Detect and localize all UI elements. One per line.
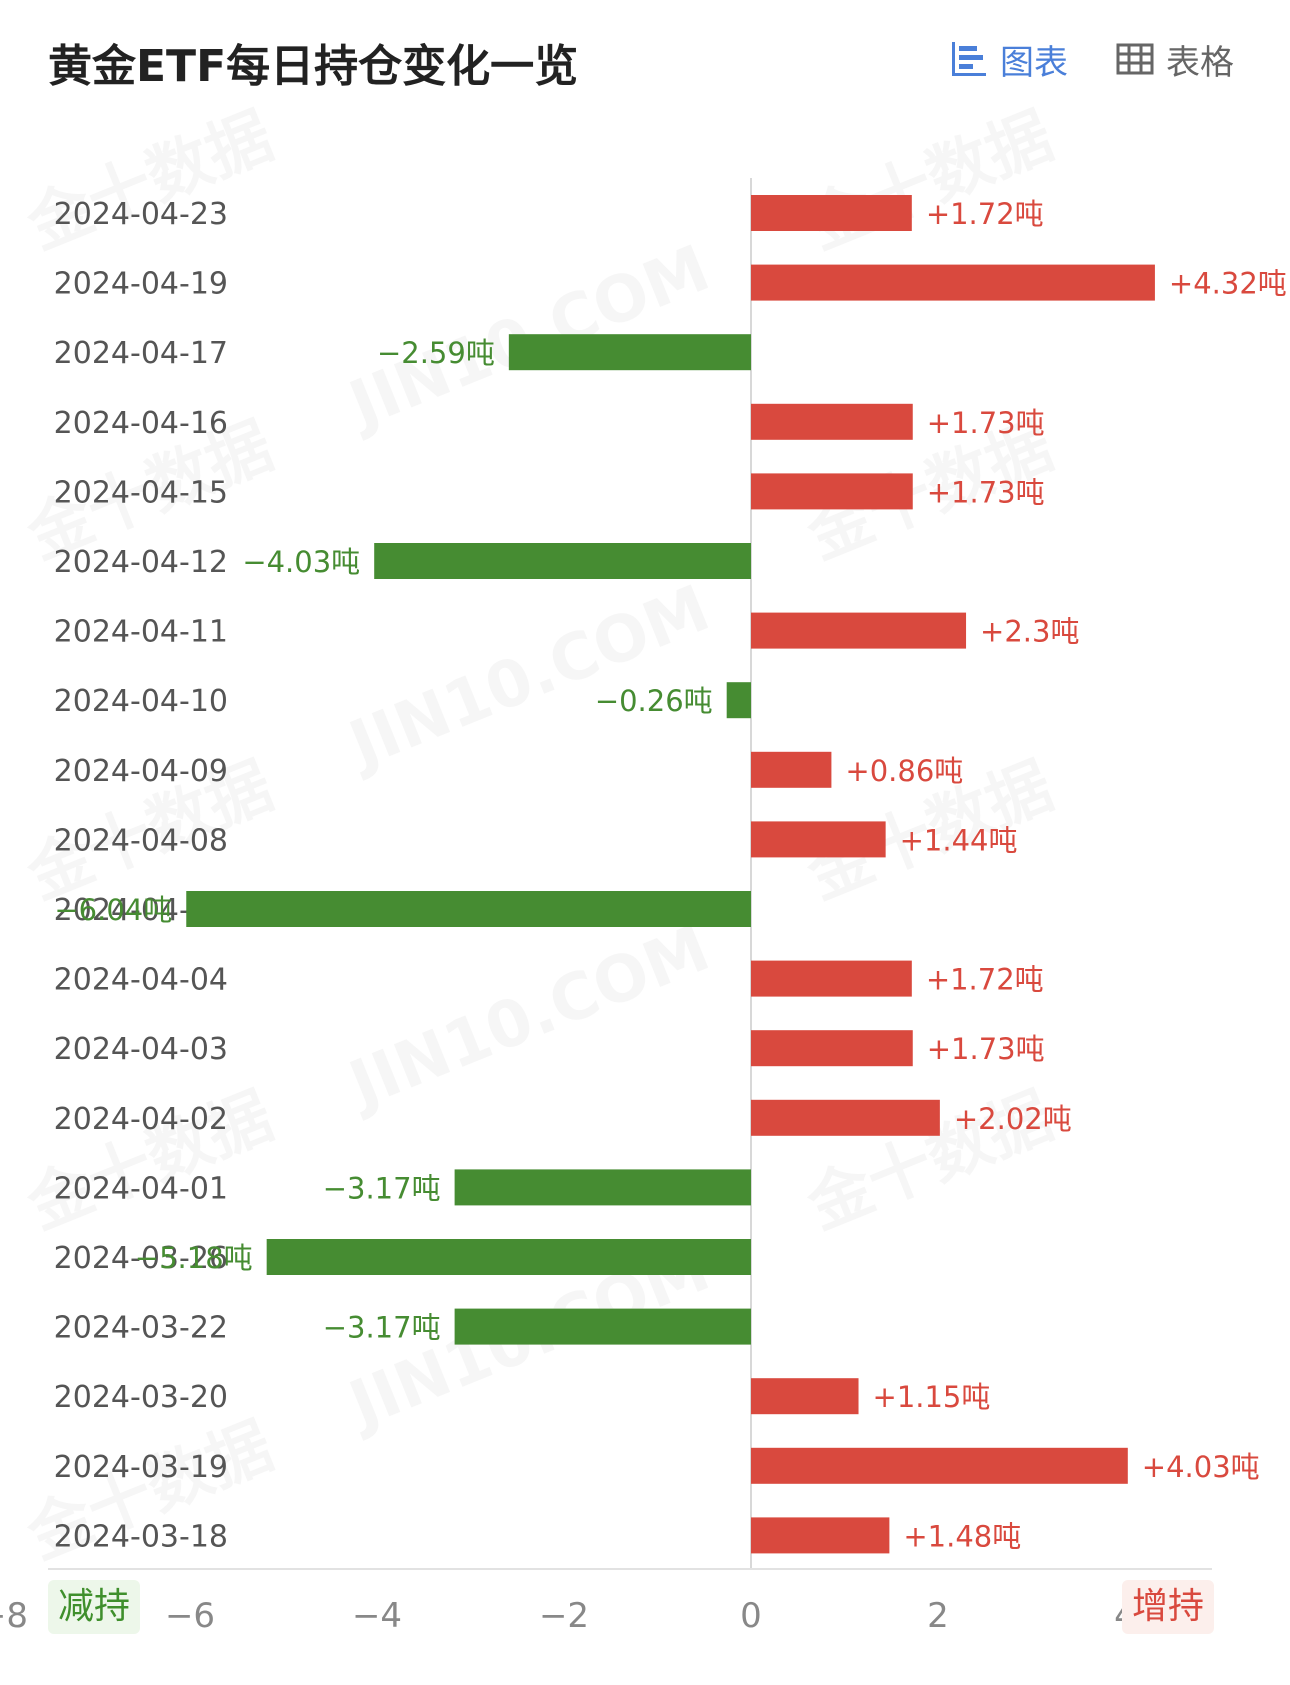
bar-value-label: +1.73吨 xyxy=(927,1032,1045,1066)
bar-value-label: +1.72吨 xyxy=(926,963,1044,997)
bar-chart-icon xyxy=(950,40,988,78)
bar-value-label: +2.3吨 xyxy=(980,615,1079,649)
bar xyxy=(751,1030,913,1067)
bar-value-label: +1.48吨 xyxy=(903,1519,1021,1553)
bar xyxy=(751,751,832,788)
y-category-label: 2024-03-26 xyxy=(54,1241,228,1276)
bar xyxy=(751,1447,1128,1484)
y-category-label: 2024-04-15 xyxy=(54,475,228,510)
bar xyxy=(751,821,886,858)
x-tick-label: −2 xyxy=(539,1596,589,1636)
bar-value-label: +1.44吨 xyxy=(900,823,1018,857)
bar xyxy=(751,1378,859,1415)
y-category-label: 2024-04-08 xyxy=(54,823,228,858)
bar-value-label: +1.72吨 xyxy=(926,197,1044,231)
x-tick-label: −8 xyxy=(0,1596,28,1636)
x-tick-label: −6 xyxy=(165,1596,215,1636)
y-category-label: 2024-04-11 xyxy=(54,615,228,650)
bar xyxy=(454,1169,751,1206)
y-category-label: 2024-03-18 xyxy=(54,1519,228,1554)
y-category-label: 2024-04-17 xyxy=(54,336,228,371)
x-tick-label: 0 xyxy=(740,1596,762,1636)
bar xyxy=(751,960,912,997)
y-category-label: 2024-04-02 xyxy=(54,1102,228,1137)
bar xyxy=(751,1099,940,1136)
tab-table[interactable]: 表格 xyxy=(1116,36,1234,83)
bar-value-label: +1.15吨 xyxy=(873,1380,991,1414)
bar-value-label: −6.04吨 xyxy=(54,893,172,927)
bar xyxy=(751,195,912,231)
bar-value-label: +1.73吨 xyxy=(927,475,1045,509)
y-category-label: 2024-04-09 xyxy=(54,754,228,789)
bar-value-label: +2.02吨 xyxy=(954,1102,1072,1136)
x-tick-label: 2 xyxy=(927,1596,949,1636)
x-tick-label: −4 xyxy=(352,1596,402,1636)
bar-value-label: +4.32吨 xyxy=(1169,267,1287,301)
bar xyxy=(726,682,751,719)
tab-chart[interactable]: 图表 xyxy=(950,36,1068,83)
bar-value-label: −4.03吨 xyxy=(242,545,360,579)
y-category-label: 2024-03-19 xyxy=(54,1450,228,1485)
y-category-label: 2024-04-23 xyxy=(54,197,228,232)
bar xyxy=(751,264,1155,301)
header: 黄金ETF每日持仓变化一览 图表 表格 xyxy=(0,0,1290,120)
y-category-label: 2024-04-03 xyxy=(54,1032,228,1067)
bar xyxy=(508,334,751,371)
y-category-label: 2024-03-22 xyxy=(54,1311,228,1346)
bar xyxy=(186,891,751,927)
tab-chart-label: 图表 xyxy=(1000,42,1068,83)
bar xyxy=(751,612,967,649)
decrease-legend-tag: 减持 xyxy=(48,1580,141,1634)
bar-value-label: −3.17吨 xyxy=(323,1171,441,1205)
tab-table-label: 表格 xyxy=(1166,42,1234,83)
bar xyxy=(266,1239,751,1275)
bar-value-label: −0.26吨 xyxy=(595,684,713,718)
bar-value-label: −5.18吨 xyxy=(135,1241,253,1275)
bar xyxy=(751,473,913,510)
bar-value-label: +0.86吨 xyxy=(845,754,963,788)
y-category-label: 2024-03-20 xyxy=(54,1380,228,1415)
table-grid-icon xyxy=(1116,43,1154,75)
y-category-label: 2024-04-10 xyxy=(54,684,228,719)
bar xyxy=(454,1308,751,1345)
y-category-label: 2024-04-01 xyxy=(54,1171,228,1206)
increase-legend-tag: 增持 xyxy=(1122,1580,1215,1634)
page-title: 黄金ETF每日持仓变化一览 xyxy=(48,41,579,92)
bar xyxy=(751,403,913,440)
bar-value-label: −3.17吨 xyxy=(323,1311,441,1345)
bar xyxy=(374,543,751,579)
y-category-label: 2024-04-04 xyxy=(54,963,228,998)
y-category-label: 2024-04-19 xyxy=(54,267,228,302)
bar-value-label: +4.03吨 xyxy=(1142,1450,1260,1484)
bar-value-label: +1.73吨 xyxy=(927,406,1045,440)
y-category-label: 2024-04-16 xyxy=(54,406,228,441)
y-category-label: 2024-04-12 xyxy=(54,545,228,580)
bar-value-label: −2.59吨 xyxy=(377,336,495,370)
bar xyxy=(751,1517,890,1554)
